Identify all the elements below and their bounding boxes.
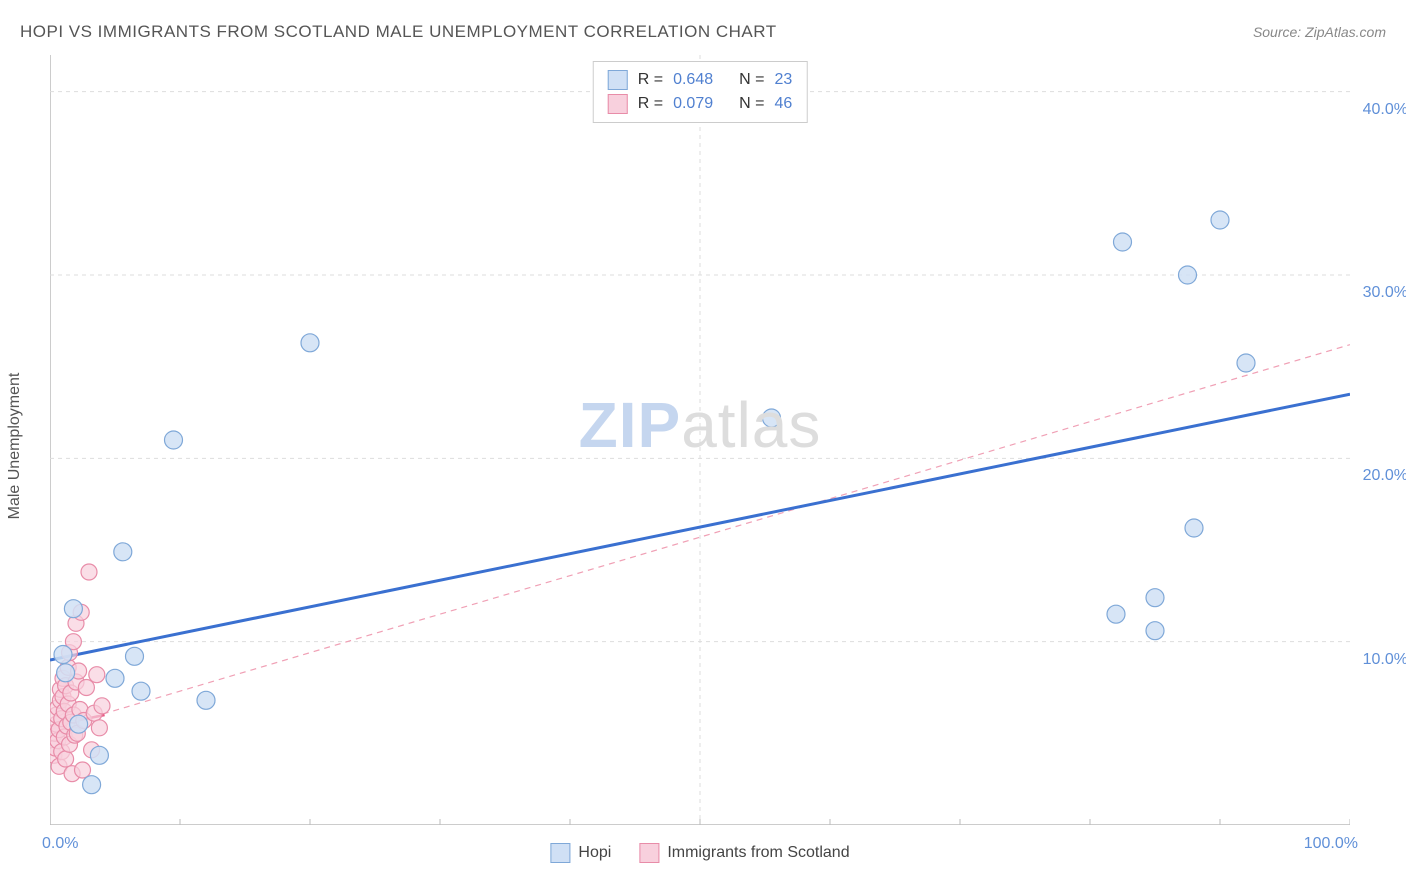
source-label: Source: ZipAtlas.com (1253, 24, 1386, 40)
legend-r-value: 0.648 (673, 71, 713, 89)
x-tick-0: 0.0% (42, 835, 78, 853)
x-tick-100: 100.0% (1304, 835, 1358, 853)
legend-series-label: Hopi (578, 844, 611, 862)
legend-n-value: 46 (774, 95, 792, 113)
legend-r-label: R = (638, 95, 663, 113)
legend-n-value: 23 (774, 71, 792, 89)
chart-title: HOPI VS IMMIGRANTS FROM SCOTLAND MALE UN… (20, 22, 777, 42)
legend-swatch-icon (608, 94, 628, 114)
legend-n-label: N = (739, 71, 764, 89)
scatter-plot (50, 55, 1350, 825)
header-row: HOPI VS IMMIGRANTS FROM SCOTLAND MALE UN… (20, 22, 1386, 42)
legend-swatch-icon (608, 70, 628, 90)
y-axis-label: Male Unemployment (6, 373, 24, 520)
chart-area: ZIPatlas R =0.648N =23R =0.079N =46 Hopi… (50, 55, 1350, 825)
legend-bottom-item-0: Hopi (550, 843, 611, 863)
legend-bottom-item-1: Immigrants from Scotland (639, 843, 849, 863)
legend-swatch-icon (550, 843, 570, 863)
legend-bottom: Hopi Immigrants from Scotland (550, 843, 849, 863)
legend-top: R = 0.648 N = 23 R = 0.079 N = 46 (593, 61, 808, 123)
y-tick-40: 40.0% (1363, 101, 1406, 119)
legend-series-label: Immigrants from Scotland (667, 844, 849, 862)
y-tick-10: 10.0% (1363, 651, 1406, 669)
legend-top-row-1: R = 0.079 N = 46 (608, 92, 793, 116)
legend-top-row-0: R = 0.648 N = 23 (608, 68, 793, 92)
legend-swatch-icon (639, 843, 659, 863)
y-tick-30: 30.0% (1363, 284, 1406, 302)
legend-n-label: N = (739, 95, 764, 113)
legend-r-label: R = (638, 71, 663, 89)
legend-r-value: 0.079 (673, 95, 713, 113)
y-tick-20: 20.0% (1363, 467, 1406, 485)
